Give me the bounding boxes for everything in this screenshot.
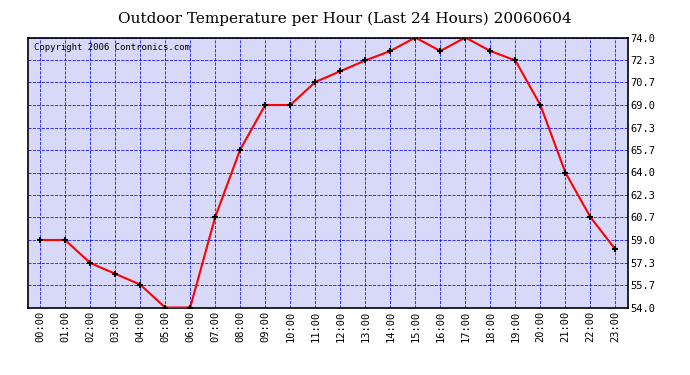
Text: Copyright 2006 Contronics.com: Copyright 2006 Contronics.com bbox=[34, 43, 190, 52]
Text: Outdoor Temperature per Hour (Last 24 Hours) 20060604: Outdoor Temperature per Hour (Last 24 Ho… bbox=[118, 11, 572, 26]
